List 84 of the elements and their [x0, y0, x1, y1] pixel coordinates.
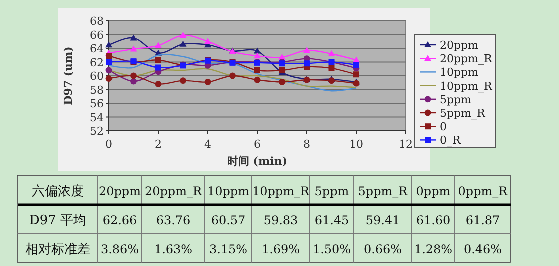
data-label: 61.45 — [314, 214, 350, 228]
legend-label: 10ppm_R — [440, 80, 494, 93]
category-label: 0ppm_R — [458, 184, 509, 198]
point — [354, 72, 360, 78]
point — [180, 32, 187, 38]
data-label: 3.86% — [100, 242, 140, 256]
point — [130, 78, 137, 85]
point — [254, 48, 261, 54]
y-tick-label: 60 — [90, 70, 104, 83]
point — [130, 72, 137, 80]
x-tick-label: 2 — [155, 138, 162, 151]
point — [106, 59, 112, 66]
point — [254, 52, 261, 59]
point — [106, 76, 112, 82]
y-tick-label: 68 — [90, 15, 104, 28]
point — [230, 72, 236, 80]
point — [130, 34, 138, 41]
point — [354, 62, 360, 68]
category-label: 20ppm — [98, 184, 142, 198]
point — [204, 78, 212, 86]
point — [304, 47, 310, 54]
data-label: 3.15% — [209, 242, 248, 256]
x-tick-label: 0 — [106, 138, 112, 151]
point — [106, 42, 112, 48]
point — [328, 65, 335, 72]
x-tick-label: 6 — [254, 138, 261, 151]
point — [155, 42, 162, 48]
x-tick-label: 4 — [204, 138, 212, 151]
y-tick-label: 66 — [90, 28, 104, 42]
data-label: 62.66 — [102, 214, 138, 228]
x-tick-label: 12 — [399, 138, 413, 151]
y-tick-label: 52 — [90, 125, 104, 138]
category-label: 0ppm — [416, 184, 452, 198]
y-tick-label: 56 — [90, 98, 104, 110]
point — [254, 76, 261, 84]
x-tick-label: 8 — [304, 138, 310, 151]
point — [328, 50, 336, 56]
data-label: 1.63% — [154, 242, 193, 256]
point — [254, 68, 260, 74]
data-label: 60.57 — [211, 214, 246, 228]
x-axis-title: 时间 (min) — [227, 155, 288, 168]
y-tick-label: 58 — [90, 84, 104, 97]
point — [180, 78, 186, 84]
y-tick-label: 54 — [90, 111, 104, 124]
point — [204, 38, 212, 44]
point — [155, 81, 162, 88]
point — [304, 60, 310, 67]
data-label: 61.60 — [416, 214, 451, 228]
category-label: 10ppm — [207, 184, 250, 198]
series-label: D97 平均 — [29, 214, 87, 228]
data-label: 61.87 — [466, 214, 500, 228]
category-label: 5ppm — [314, 184, 350, 198]
point — [279, 78, 286, 86]
text: 六偏浓度 — [32, 184, 84, 200]
data-label: 63.76 — [156, 214, 191, 228]
x-tick-label: 10 — [350, 138, 364, 151]
y-axis-title: D97 (um) — [62, 46, 75, 106]
data-label: 1.28% — [414, 242, 453, 256]
category-label: 5ppm_R — [358, 184, 409, 198]
legend-label: 5ppm — [440, 93, 472, 106]
point — [156, 57, 162, 64]
category-label: 20ppm_R — [144, 184, 203, 198]
point — [328, 78, 335, 84]
legend-label: 相对标准差 — [26, 242, 90, 258]
legend-label: 5ppm_R — [440, 107, 486, 120]
point — [106, 53, 112, 60]
data-label: 1.69% — [262, 242, 300, 256]
y-tick-label: 62 — [90, 56, 104, 70]
data-label: 59.41 — [366, 214, 400, 228]
point — [130, 46, 138, 52]
point — [156, 64, 162, 71]
category-label: 10ppm_R — [252, 184, 310, 198]
legend-label: 0_R — [440, 134, 462, 148]
point — [180, 40, 187, 47]
legend-label: 0 — [440, 120, 447, 134]
y-tick-label: 64 — [90, 42, 104, 56]
data-label: 0.66% — [364, 242, 402, 256]
point — [106, 67, 112, 74]
data-label: 59.83 — [264, 214, 298, 228]
legend-label: 20ppm_R — [440, 52, 494, 66]
data-label: 0.46% — [464, 242, 502, 256]
data-label: 1.50% — [312, 242, 352, 256]
legend-label: 20ppm — [440, 39, 480, 52]
legend-label: 10ppm — [440, 66, 480, 80]
